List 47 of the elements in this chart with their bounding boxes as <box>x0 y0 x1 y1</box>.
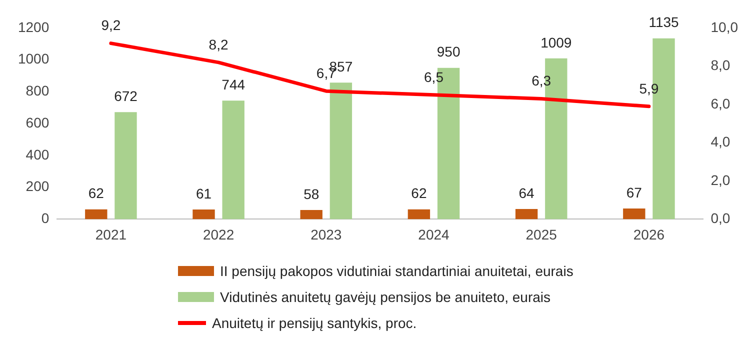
legend-label: II pensijų pakopos vidutiniai standartiniai anuitetai, eurais <box>220 263 574 279</box>
data-label: 9,2 <box>101 17 121 34</box>
data-label: 672 <box>114 88 138 104</box>
data-label: 1135 <box>648 14 680 30</box>
legend-label: Anuitetų ir pensijų santykis, proc. <box>212 315 417 331</box>
y2-tick-label: 8,0 <box>710 57 730 74</box>
bar <box>623 208 646 220</box>
y-tick-label: 400 <box>26 146 50 162</box>
bar <box>85 209 108 220</box>
bar <box>114 112 137 220</box>
y2-tick-label: 6,0 <box>710 95 730 112</box>
y-tick-label: 200 <box>26 178 50 194</box>
legend-label: Vidutinės anuitetų gavėjų pensijos be anuiteto, eurais <box>220 289 551 305</box>
data-label: 744 <box>222 76 246 93</box>
y2-tick-label: 10,0 <box>710 18 738 35</box>
y2-tick-label: 0,0 <box>710 210 730 226</box>
data-label: 61 <box>196 185 212 202</box>
y2-tick-label: 4,0 <box>710 134 730 150</box>
y-tick-label: 1000 <box>18 50 50 67</box>
data-label: 62 <box>411 185 427 202</box>
data-label: 8,2 <box>208 36 228 52</box>
x-tick-label: 2021 <box>95 226 127 242</box>
x-tick-label: 2023 <box>310 226 342 242</box>
data-label: 64 <box>518 184 535 201</box>
bar <box>300 210 322 220</box>
y2-tick-label: 2,0 <box>710 172 730 188</box>
data-label: 6,3 <box>532 72 552 89</box>
x-tick-label: 2025 <box>526 226 558 242</box>
data-label: 5,9 <box>639 80 659 96</box>
bar <box>408 209 430 220</box>
data-label: 58 <box>304 186 320 202</box>
data-label: 950 <box>436 44 460 60</box>
data-label: 1009 <box>540 34 572 50</box>
y-tick-label: 0 <box>41 210 50 226</box>
y-tick-label: 600 <box>26 114 50 130</box>
y-tick-label: 1200 <box>18 18 50 35</box>
y-tick-label: 800 <box>26 82 50 99</box>
bar <box>515 209 538 220</box>
x-tick-label: 2026 <box>633 226 665 242</box>
data-label: 62 <box>88 185 104 202</box>
x-tick-label: 2022 <box>202 226 234 242</box>
x-tick-label: 2024 <box>418 226 450 242</box>
bar <box>192 209 215 220</box>
data-label: 67 <box>626 184 642 200</box>
bar <box>330 82 352 220</box>
bar <box>222 100 244 220</box>
data-label: 6,5 <box>424 68 444 85</box>
